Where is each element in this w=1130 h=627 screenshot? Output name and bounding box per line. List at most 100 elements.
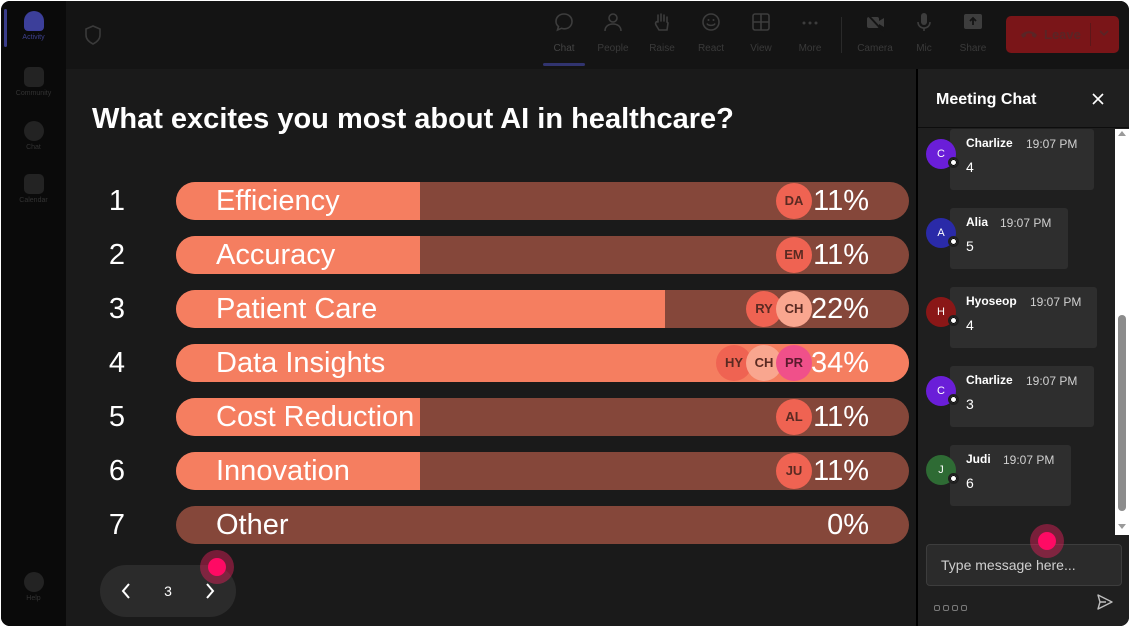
- option-label: Cost Reduction: [216, 401, 415, 433]
- pointer-highlight: [1030, 524, 1064, 558]
- rail-item-community[interactable]: Community: [1, 67, 66, 97]
- chat-message[interactable]: Alia 19:07 PM 5: [950, 208, 1068, 269]
- rail-item-calendar[interactable]: Calendar: [1, 174, 66, 204]
- hang-up-icon: [1021, 31, 1037, 38]
- shield-icon[interactable]: [84, 25, 102, 45]
- scroll-down-arrow-icon[interactable]: [1118, 524, 1126, 529]
- voter-avatar: RY: [746, 291, 782, 327]
- scroll-up-arrow-icon[interactable]: [1118, 131, 1126, 136]
- more-dots-icon: [802, 21, 818, 25]
- poll-results: What excites you most about AI in health…: [66, 69, 916, 626]
- option-number: 2: [108, 239, 126, 271]
- option-label: Innovation: [216, 455, 350, 487]
- voter-avatar: JU: [776, 453, 812, 489]
- chat-title: Meeting Chat: [936, 91, 1037, 108]
- page-number: 3: [164, 583, 172, 599]
- chat-bubble-icon: [555, 13, 573, 32]
- scroll-thumb[interactable]: [1118, 315, 1126, 511]
- chat-message[interactable]: Charlize 19:07 PM 4: [950, 129, 1094, 190]
- option-bar: Data Insights HY CH PR 34%: [176, 344, 909, 382]
- option-bar: Innovation JU 11%: [176, 452, 909, 490]
- rail-item-label: Community: [15, 90, 52, 97]
- emoji-icon[interactable]: [952, 605, 958, 611]
- toolbar-button-label: React: [697, 43, 725, 54]
- meeting-toolbar: Chat People Raise React: [66, 1, 1129, 69]
- toolbar-button-label: Chat: [553, 43, 575, 54]
- rail-item-chat[interactable]: Chat: [1, 121, 66, 151]
- format-toolbar: [934, 598, 970, 611]
- option-label: Accuracy: [216, 239, 336, 271]
- option-label: Other: [216, 509, 289, 541]
- close-icon[interactable]: [1090, 91, 1106, 107]
- chevron-left-icon[interactable]: [116, 579, 136, 603]
- message-time: 19:07 PM: [1026, 374, 1078, 388]
- poll-title: What excites you most about AI in health…: [92, 103, 734, 135]
- help-icon: [23, 572, 44, 592]
- toolbar-mic-button[interactable]: Mic: [899, 11, 949, 54]
- toolbar-people-button[interactable]: People: [588, 11, 638, 54]
- option-percent: 11%: [813, 185, 869, 217]
- option-label: Data Insights: [216, 347, 386, 379]
- rail-item-help[interactable]: Help: [1, 572, 66, 602]
- message-sender: Judi: [966, 452, 991, 466]
- toolbar-share-button[interactable]: Share: [948, 11, 998, 54]
- chat-message-input[interactable]: [926, 544, 1122, 586]
- option-bar-fill: [176, 290, 665, 328]
- attach-icon[interactable]: [943, 605, 949, 611]
- option-bar-fill: [176, 398, 420, 436]
- message-time: 19:07 PM: [1030, 295, 1082, 309]
- gif-icon[interactable]: [961, 605, 967, 611]
- option-label: Patient Care: [216, 293, 378, 325]
- presence-status-icon: [948, 236, 959, 247]
- toolbar-button-label: Mic: [916, 43, 932, 54]
- chevron-right-icon[interactable]: [200, 579, 220, 603]
- presence-status-icon: [948, 157, 959, 168]
- rail-item-label: Calendar: [19, 197, 48, 204]
- toolbar-divider: [841, 17, 842, 53]
- message-sender: Charlize: [966, 136, 1013, 150]
- toolbar-button-label: View: [750, 43, 772, 54]
- toolbar-view-button[interactable]: View: [736, 11, 786, 54]
- chat-message[interactable]: Hyoseop 19:07 PM 4: [950, 287, 1097, 348]
- presence-status-icon: [948, 394, 959, 405]
- message-text: 4: [966, 159, 974, 175]
- meeting-chat-panel: Meeting Chat Charlize 19:07 PM 4 C Alia 19:07…: [918, 69, 1129, 626]
- send-icon[interactable]: [1096, 593, 1114, 611]
- chat-message[interactable]: Charlize 19:07 PM 3: [950, 366, 1094, 427]
- toolbar-chat-button[interactable]: Chat: [539, 11, 589, 54]
- calendar-icon: [23, 174, 44, 194]
- option-percent: 0%: [827, 509, 869, 541]
- voter-avatar: EM: [776, 237, 812, 273]
- grid-view-icon: [752, 13, 770, 31]
- option-number: 1: [108, 185, 126, 217]
- toolbar-button-label: More: [798, 43, 822, 54]
- option-bar-fill: [176, 452, 420, 490]
- poll-option-row: 1 Efficiency DA 11%: [66, 182, 916, 220]
- toolbar-more-button[interactable]: More: [785, 11, 835, 54]
- chat-message[interactable]: Judi 19:07 PM 6: [950, 445, 1071, 506]
- community-icon: [23, 67, 44, 87]
- message-text: 6: [966, 475, 974, 491]
- poll-option-row: 4 Data Insights HY CH PR 34%: [66, 344, 916, 382]
- option-bar: Accuracy EM 11%: [176, 236, 909, 274]
- rail-item-activity[interactable]: Activity: [1, 11, 66, 41]
- message-text: 4: [966, 317, 974, 333]
- toolbar-raise-button[interactable]: Raise: [637, 11, 687, 54]
- toolbar-camera-button[interactable]: Camera: [850, 11, 900, 54]
- option-bar: Cost Reduction AL 11%: [176, 398, 909, 436]
- chat-scrollbar[interactable]: [1115, 129, 1129, 535]
- message-sender: Hyoseop: [966, 294, 1017, 308]
- chat-header: Meeting Chat: [918, 69, 1129, 128]
- toolbar-react-button[interactable]: React: [686, 11, 736, 54]
- leave-button[interactable]: Leave: [1006, 16, 1119, 53]
- format-icon[interactable]: [934, 605, 940, 611]
- leave-divider: [1090, 23, 1091, 46]
- chevron-down-icon[interactable]: [1097, 26, 1111, 40]
- smiley-icon: [702, 13, 720, 31]
- mic-icon: [917, 13, 931, 31]
- toolbar-button-label: Camera: [857, 43, 893, 54]
- voter-avatar: HY: [716, 345, 752, 381]
- option-percent: 34%: [810, 347, 869, 379]
- option-number: 5: [108, 401, 126, 433]
